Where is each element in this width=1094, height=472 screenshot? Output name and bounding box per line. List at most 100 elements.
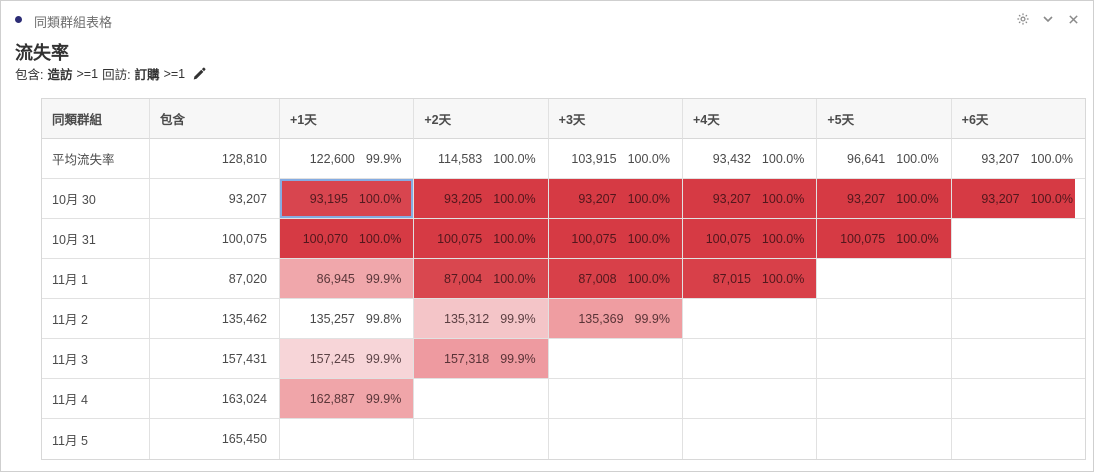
cohort-data-cell[interactable]: 100,075 100.0%: [413, 219, 548, 259]
cell-percent: 100.0%: [627, 191, 670, 206]
cohort-data-cell[interactable]: [681, 299, 817, 339]
column-header-cohort[interactable]: 同類群組: [42, 99, 149, 139]
cohort-data-cell[interactable]: [950, 419, 1085, 459]
cohort-data-cell[interactable]: [950, 259, 1085, 299]
cohort-data-cell[interactable]: [547, 339, 682, 379]
column-header-day3[interactable]: +3天: [547, 99, 682, 139]
cohort-data-cell[interactable]: 93,207 100.0%: [547, 179, 682, 219]
cohort-data-cell[interactable]: [950, 219, 1085, 259]
cohort-data-cell[interactable]: [681, 419, 816, 459]
column-header-day1[interactable]: +1天: [279, 99, 414, 139]
column-header-day2[interactable]: +2天: [413, 99, 548, 139]
cell-percent: 100.0%: [493, 271, 536, 286]
cohort-filter-summary: 包含: 造訪 >=1 回訪: 訂購 >=1: [15, 64, 206, 83]
column-header-included[interactable]: 包含: [149, 99, 279, 139]
cell-percent: 99.9%: [365, 271, 402, 286]
cohort-data-cell[interactable]: [681, 379, 817, 419]
cohort-data-cell[interactable]: 93,207 100.0%: [681, 179, 817, 219]
close-icon[interactable]: [1065, 11, 1081, 27]
cohort-data-cell[interactable]: 86,945 99.9%: [279, 259, 414, 299]
cell-percent: 99.9%: [365, 391, 402, 406]
included-count-cell[interactable]: 128,810: [149, 139, 279, 179]
cohort-data-cell[interactable]: 122,600 99.9%: [279, 139, 414, 179]
cohort-data-cell[interactable]: 103,915 100.0%: [547, 139, 682, 179]
cohort-data-cell[interactable]: 93,195 100.0%: [279, 179, 414, 219]
cohort-data-cell[interactable]: 135,369 99.9%: [547, 299, 682, 339]
cell-value: 157,245: [309, 351, 355, 366]
cohort-data-cell[interactable]: 157,318 99.9%: [413, 339, 548, 379]
cell-percent: 100.0%: [627, 231, 670, 246]
column-header-day6[interactable]: +6天: [950, 99, 1085, 139]
cohort-data-cell[interactable]: [950, 379, 1085, 419]
cohort-data-cell[interactable]: 162,887 99.9%: [279, 379, 414, 419]
gear-icon[interactable]: [1015, 11, 1031, 27]
cohort-row-label[interactable]: 11月 4: [42, 379, 149, 419]
cell-percent: 99.9%: [634, 311, 670, 326]
panel-title: 同類群組表格: [34, 15, 113, 30]
include-metric: 造訪: [47, 68, 73, 82]
cohort-data-cell[interactable]: [413, 419, 547, 459]
cohort-data-cell[interactable]: [816, 379, 951, 419]
included-count-cell[interactable]: 93,207: [149, 179, 279, 219]
cohort-data-cell[interactable]: 93,207 100.0%: [950, 179, 1085, 219]
cohort-data-cell[interactable]: 87,008 100.0%: [547, 259, 682, 299]
cohort-data-cell[interactable]: 100,070 100.0%: [279, 219, 414, 259]
cohort-data-cell[interactable]: [681, 339, 817, 379]
cohort-row-label[interactable]: 11月 1: [42, 259, 149, 299]
cohort-data-cell[interactable]: [413, 379, 548, 419]
return-metric: 訂購: [134, 68, 160, 82]
included-count-cell[interactable]: 87,020: [149, 259, 279, 299]
included-count-cell[interactable]: 157,431: [149, 339, 279, 379]
cohort-data-cell[interactable]: [816, 259, 951, 299]
panel-actions: [1015, 11, 1081, 27]
cohort-data-cell[interactable]: 96,641 100.0%: [816, 139, 951, 179]
cell-percent: 100.0%: [761, 231, 805, 246]
cohort-data-cell[interactable]: [547, 419, 682, 459]
cell-value: 93,432: [712, 151, 751, 166]
cell-value: 96,641: [847, 151, 886, 166]
cohort-data-cell[interactable]: 100,075 100.0%: [681, 219, 817, 259]
cell-value: 135,312: [444, 311, 490, 326]
cell-value: 93,207: [228, 191, 267, 206]
cohort-data-cell[interactable]: [950, 299, 1085, 339]
cohort-data-cell[interactable]: [950, 339, 1085, 379]
cell-value: 87,015: [712, 271, 751, 286]
cohort-data-cell[interactable]: 135,312 99.9%: [413, 299, 548, 339]
average-row-label[interactable]: 平均流失率: [42, 139, 149, 179]
cohort-data-cell[interactable]: 93,207 100.0%: [816, 179, 951, 219]
cohort-data-cell[interactable]: [547, 379, 682, 419]
cell-value: 163,024: [221, 391, 267, 406]
cohort-data-cell[interactable]: 93,205 100.0%: [413, 179, 548, 219]
cohort-data-cell[interactable]: [816, 419, 950, 459]
chevron-down-icon[interactable]: [1040, 11, 1056, 27]
included-count-cell[interactable]: 165,450: [149, 419, 279, 459]
cell-percent: 100.0%: [896, 191, 939, 206]
cell-value: 165,450: [221, 432, 267, 446]
cohort-data-cell[interactable]: 93,207 100.0%: [950, 139, 1085, 179]
cohort-row-label[interactable]: 11月 2: [42, 299, 149, 339]
cohort-data-cell[interactable]: 114,583 100.0%: [413, 139, 548, 179]
cohort-data-cell[interactable]: 157,245 99.9%: [279, 339, 414, 379]
cohort-data-cell[interactable]: [279, 419, 413, 459]
cohort-data-cell[interactable]: [816, 339, 951, 379]
edit-pencil-icon[interactable]: [193, 67, 206, 80]
cohort-data-cell[interactable]: 100,075 100.0%: [816, 219, 951, 259]
cell-percent: 100.0%: [627, 151, 670, 166]
cohort-row-label[interactable]: 10月 31: [42, 219, 149, 259]
cohort-data-cell[interactable]: 135,257 99.8%: [279, 299, 414, 339]
cohort-data-cell[interactable]: 87,004 100.0%: [413, 259, 548, 299]
column-header-day4[interactable]: +4天: [681, 99, 817, 139]
cohort-row-label[interactable]: 11月 3: [42, 339, 149, 379]
cohort-data-cell[interactable]: 100,075 100.0%: [547, 219, 682, 259]
include-condition: >=1: [76, 66, 99, 81]
cohort-data-cell[interactable]: [816, 299, 951, 339]
cohort-row-label[interactable]: 11月 5: [52, 433, 88, 448]
cohort-row-label[interactable]: 10月 30: [42, 179, 149, 219]
panel-header: 同類群組表格: [1, 1, 1093, 37]
column-header-day5[interactable]: +5天: [816, 99, 951, 139]
included-count-cell[interactable]: 100,075: [149, 219, 279, 259]
cohort-data-cell[interactable]: 93,432 100.0%: [681, 139, 817, 179]
included-count-cell[interactable]: 163,024: [149, 379, 279, 419]
included-count-cell[interactable]: 135,462: [149, 299, 279, 339]
cohort-data-cell[interactable]: 87,015 100.0%: [681, 259, 817, 299]
